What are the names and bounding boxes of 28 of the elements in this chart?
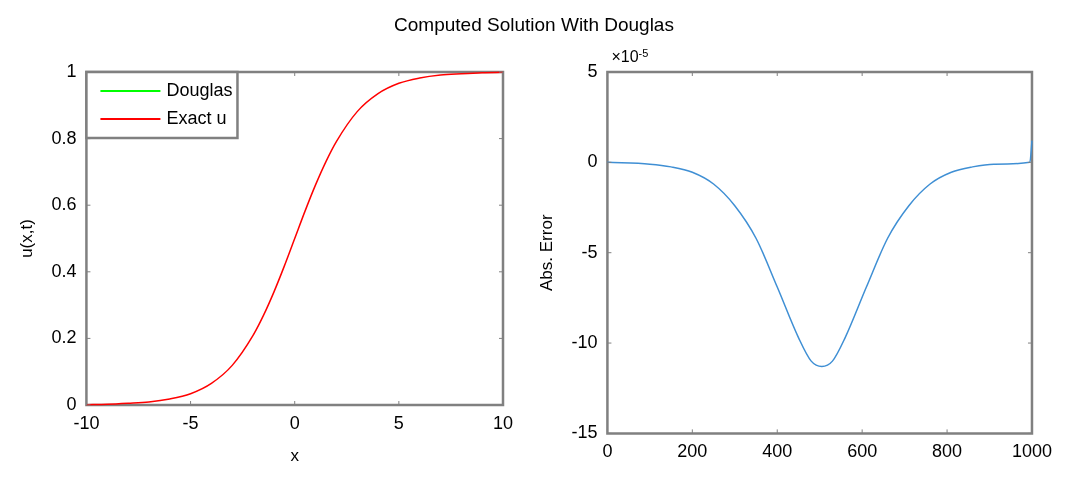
y-tick-label: 1 xyxy=(66,60,77,81)
legend-label: Douglas xyxy=(166,79,233,100)
x-tick-label: 0 xyxy=(602,441,613,462)
x-tick-label: 5 xyxy=(393,412,404,433)
y-axis-title: Abs. Error xyxy=(536,214,556,291)
y-tick-label: 0 xyxy=(587,151,598,172)
line-series xyxy=(85,71,504,406)
y-tick-label: -10 xyxy=(571,332,598,353)
y-tick-label: 0.6 xyxy=(51,194,77,215)
y-tick-label: 0 xyxy=(66,393,77,414)
x-tick-label: 0 xyxy=(289,412,300,433)
y-tick-label: 0.4 xyxy=(51,260,77,281)
x-axis-title: x xyxy=(290,446,300,466)
x-tick-label: 200 xyxy=(677,441,708,462)
x-tick-label: 600 xyxy=(847,441,878,462)
x-tick-label: -5 xyxy=(182,412,199,433)
y-tick-label: -5 xyxy=(581,241,598,262)
x-tick-label: 1000 xyxy=(1011,441,1052,462)
chart-title: Computed Solution With Douglas xyxy=(393,13,675,37)
y-axis-title: u(x,t) xyxy=(16,219,36,258)
y-tick-label: 5 xyxy=(587,60,598,81)
y-tick-label: 0.8 xyxy=(51,127,77,148)
y-tick-label: -15 xyxy=(571,422,598,443)
x-tick-label: 10 xyxy=(492,412,514,433)
x-tick-label: 400 xyxy=(762,441,793,462)
x-tick-label: 800 xyxy=(932,441,963,462)
y-tick-label: 0.2 xyxy=(51,327,77,348)
legend-label: Exact u xyxy=(166,107,227,128)
